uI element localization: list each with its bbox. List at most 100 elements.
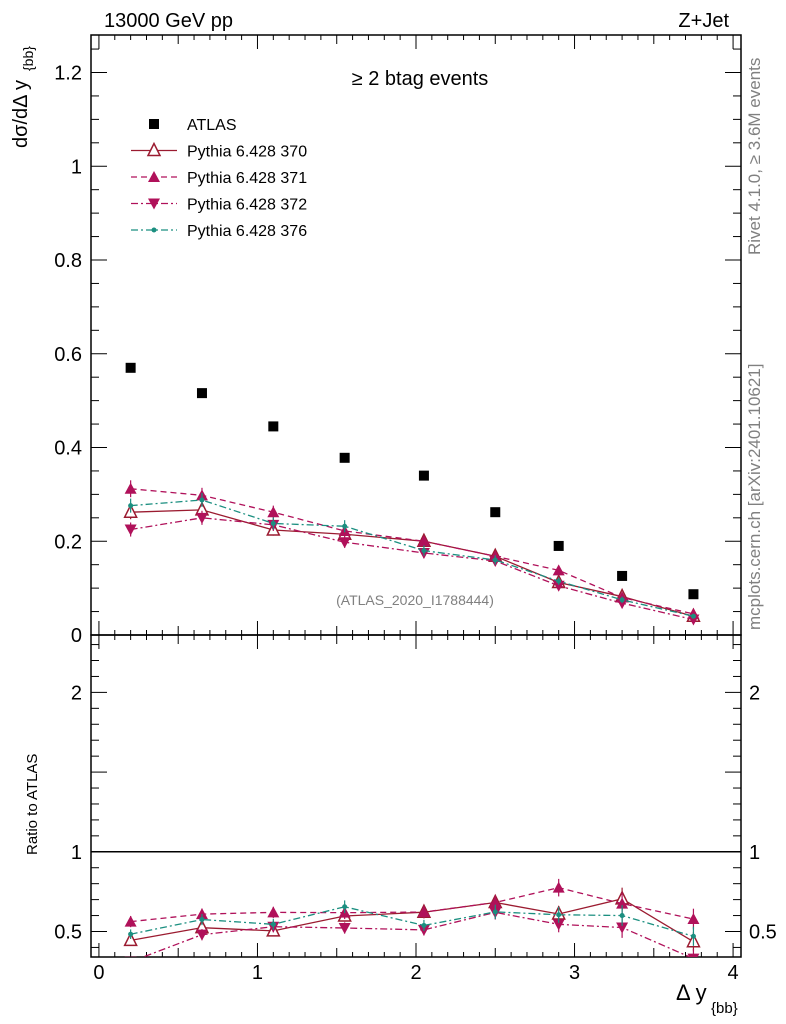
data-point	[417, 535, 430, 547]
data-point	[617, 570, 628, 581]
data-point	[690, 613, 696, 619]
data-point	[267, 506, 280, 518]
ratio-point	[123, 931, 138, 947]
ratio-point	[690, 933, 696, 939]
ratio-point	[417, 906, 430, 918]
main-y-ticks: 0 0.2 0.4 0.6 0.8 1 1.2	[54, 48, 741, 647]
series-atlas	[125, 362, 699, 600]
legend-entry: Pythia 6.428 371	[131, 170, 307, 187]
series-line	[130, 488, 694, 615]
x-tick-labels: 0 1 2 3 4	[93, 962, 738, 984]
series-line	[130, 517, 694, 621]
ratio-point	[267, 906, 280, 918]
data-point	[338, 537, 351, 549]
legend: ATLAS Pythia 6.428 370 Pythia 6.428 371 Pyt…	[131, 117, 307, 240]
legend-marker	[149, 119, 159, 129]
main-y-axis-label-main: dσ/dΔ y	[10, 80, 32, 148]
ratio-point	[124, 956, 137, 957]
ratio-point	[489, 896, 502, 908]
main-x-ticks	[98, 35, 734, 635]
x-tick-label: 4	[728, 962, 739, 984]
ratio-point	[270, 921, 276, 927]
data-point	[421, 548, 427, 554]
data-point	[556, 578, 562, 584]
x-tick-label: 3	[569, 962, 580, 984]
data-point	[490, 507, 501, 518]
main-y-axis-label-sub: {bb}	[20, 46, 36, 71]
ratio-series-pythia-6-428-370	[123, 887, 701, 952]
y-tick-label-main: 0.4	[54, 438, 82, 460]
y-tick-label-ratio: 1	[71, 842, 82, 864]
ratio-panel-frame	[90, 634, 742, 958]
ratio-point	[619, 913, 625, 919]
legend-entry: Pythia 6.428 370	[131, 141, 307, 161]
data-point	[619, 597, 625, 603]
data-point	[616, 598, 629, 610]
data-point	[124, 524, 137, 536]
data-point	[342, 523, 348, 529]
legend-label: Pythia 6.428 371	[187, 170, 307, 187]
data-point	[270, 520, 276, 526]
ratio-point	[128, 931, 134, 937]
ratio-point	[421, 922, 427, 928]
legend-marker	[146, 141, 162, 157]
process-label: Z+Jet	[678, 10, 729, 32]
data-point	[552, 564, 565, 576]
ratio-point	[556, 912, 562, 918]
data-point	[128, 503, 134, 509]
ratio-point	[552, 881, 565, 893]
ratio-series-pythia-6-428-376	[128, 900, 696, 946]
y-tick-label-main: 0.8	[54, 250, 82, 272]
ratio-point	[195, 908, 208, 920]
legend-entry: Pythia 6.428 372	[131, 197, 307, 214]
data-point	[418, 470, 429, 481]
legend-label: Pythia 6.428 370	[187, 144, 307, 161]
main-panel: 0 0.2 0.4 0.6 0.8 1 1.2 ≥ 2 btag events (ATLAS…	[10, 34, 742, 647]
data-point	[687, 614, 700, 626]
legend-entry: ATLAS	[149, 117, 237, 134]
ratio-point	[199, 917, 205, 923]
legend-label: Pythia 6.428 376	[187, 223, 307, 240]
ratio-panel: 0.5 0.5 1 1 2 2 Ratio to ATLAS	[24, 634, 777, 958]
data-point	[124, 482, 137, 494]
ratio-y-axis-label: Ratio to ATLAS	[24, 754, 41, 855]
main-series	[123, 362, 701, 626]
ratio-point	[124, 915, 137, 927]
x-tick-label: 0	[93, 962, 104, 984]
rivet-version-label: Rivet 4.1.0, ≥ 3.6M events	[745, 58, 764, 255]
ratio-point	[552, 919, 565, 931]
x-tick-label: 2	[410, 962, 421, 984]
main-y-axis-label: dσ/dΔ y {bb}	[10, 46, 36, 148]
energy-label: 13000 GeV pp	[104, 10, 233, 32]
legend-marker	[151, 227, 157, 233]
y-tick-label-ratio-right: 2	[749, 682, 760, 704]
series-pythia-6-428-372	[124, 510, 700, 626]
analysis-id-label: (ATLAS_2020_I1788444)	[336, 592, 494, 608]
ratio-point	[492, 909, 498, 915]
data-point	[339, 452, 350, 463]
data-point	[196, 388, 207, 399]
selection-title: ≥ 2 btag events	[352, 68, 489, 90]
y-tick-label-main: 1	[71, 156, 82, 178]
legend-label: Pythia 6.428 372	[187, 197, 307, 214]
data-point	[492, 557, 498, 563]
ratio-series-pythia-6-428-372	[124, 905, 700, 957]
y-tick-label-main: 0.6	[54, 344, 82, 366]
ratio-line	[130, 906, 694, 937]
y-tick-label-ratio-right: 1	[749, 842, 760, 864]
x-axis-label: Δ y {bb}	[676, 980, 738, 1017]
y-tick-label-main: 0	[71, 625, 82, 647]
data-point	[553, 540, 564, 551]
data-point	[552, 580, 565, 592]
ratio-point	[687, 913, 700, 925]
ratio-y-ticks: 0.5 0.5 1 1 2 2	[54, 644, 777, 948]
ratio-point	[616, 897, 629, 909]
ratio-series	[123, 878, 701, 957]
data-point	[268, 421, 279, 432]
x-axis-label-sub: {bb}	[711, 1000, 738, 1017]
legend-entry: Pythia 6.428 376	[131, 223, 307, 240]
ratio-point	[342, 904, 348, 910]
y-tick-label-main: 1.2	[54, 63, 82, 85]
ratio-line	[141, 911, 692, 957]
